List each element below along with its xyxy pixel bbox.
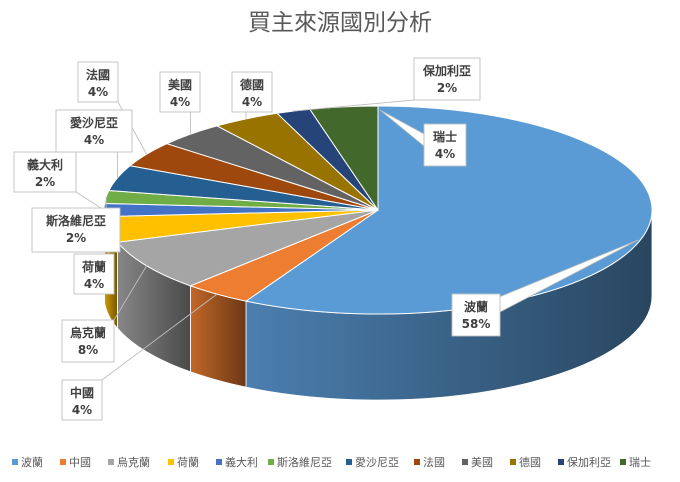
data-label-box	[61, 319, 115, 363]
pie-slice	[244, 105, 653, 315]
data-label-category: 法國	[86, 67, 110, 82]
leader-line	[113, 265, 148, 321]
data-label-category: 斯洛維尼亞	[46, 213, 106, 228]
data-label-box	[413, 57, 481, 101]
legend-swatch	[414, 459, 420, 465]
legend-swatch	[510, 459, 516, 465]
data-labels: 波蘭 58% 中國 4% 烏克蘭 8% 荷蘭 4% 義大利 2% 斯洛維尼亞 2% 愛沙尼亞 4% 法國 4%…	[13, 57, 501, 421]
data-label-value: 4%	[84, 133, 104, 147]
data-label-category: 愛沙尼亞	[70, 115, 118, 130]
data-label-box	[77, 61, 119, 103]
legend: 波蘭 中國 烏克蘭 荷蘭 義大利 斯洛維尼亞 愛沙尼亞 法國 美國 德國 保加利亞 瑞士	[12, 455, 651, 469]
legend-swatch	[168, 459, 174, 465]
legend-swatch	[558, 459, 564, 465]
legend-swatch	[346, 459, 352, 465]
data-label-value: 58%	[462, 317, 491, 331]
pie-slice-side	[190, 285, 247, 388]
legend-entry: 保加利亞	[567, 455, 611, 469]
data-label-value: 4%	[84, 277, 104, 291]
data-label-value: 2%	[35, 175, 55, 189]
legend-entry: 斯洛維尼亞	[277, 455, 332, 469]
legend-entry: 中國	[69, 456, 91, 469]
legend-swatch	[462, 459, 468, 465]
data-label-box	[423, 123, 467, 167]
data-label-category: 烏克蘭	[70, 325, 106, 340]
data-label-category: 保加利亞	[422, 63, 471, 78]
legend-entry: 波蘭	[21, 456, 43, 469]
data-label-category: 瑞士	[433, 129, 457, 144]
legend-swatch	[620, 459, 626, 465]
legend-entry: 烏克蘭	[117, 455, 150, 469]
pie-top-layer	[103, 105, 653, 315]
data-label-box	[73, 253, 115, 295]
chart-title: 買主來源國別分析	[248, 10, 432, 36]
data-label-category: 義大利	[27, 157, 63, 172]
data-label-box	[451, 293, 501, 337]
data-label-category: 中國	[70, 385, 94, 400]
leader-line	[293, 99, 415, 112]
legend-entry: 瑞士	[629, 455, 651, 469]
data-label-category: 德國	[240, 77, 264, 92]
data-label-value: 4%	[88, 85, 108, 99]
legend-entry: 法國	[423, 455, 445, 469]
data-label-box	[31, 207, 121, 253]
leader-line	[75, 191, 105, 211]
data-label-box	[231, 71, 273, 113]
data-label-value: 4%	[170, 95, 190, 109]
legend-entry: 義大利	[225, 455, 258, 469]
data-label-category: 波蘭	[464, 299, 488, 314]
data-label-category: 荷蘭	[81, 259, 106, 274]
data-label-box	[13, 151, 77, 193]
legend-entry: 荷蘭	[177, 456, 199, 469]
legend-swatch	[60, 459, 66, 465]
leader-line	[101, 293, 218, 381]
data-label-value: 2%	[437, 81, 457, 95]
legend-entry: 美國	[471, 456, 493, 469]
data-label-value: 4%	[435, 147, 455, 161]
data-label-value: 4%	[242, 95, 262, 109]
legend-swatch	[108, 459, 114, 465]
legend-swatch	[12, 459, 18, 465]
legend-swatch	[216, 459, 222, 465]
data-label-value: 2%	[66, 231, 86, 245]
legend-entry: 愛沙尼亞	[355, 456, 399, 469]
data-label-box	[55, 109, 133, 153]
legend-swatch	[268, 459, 274, 465]
data-label-value: 4%	[72, 403, 92, 417]
data-label-value: 8%	[78, 343, 98, 357]
legend-entry: 德國	[519, 455, 541, 469]
data-label-category: 美國	[168, 77, 192, 92]
data-label-box	[61, 379, 103, 421]
data-label-box	[159, 71, 201, 113]
